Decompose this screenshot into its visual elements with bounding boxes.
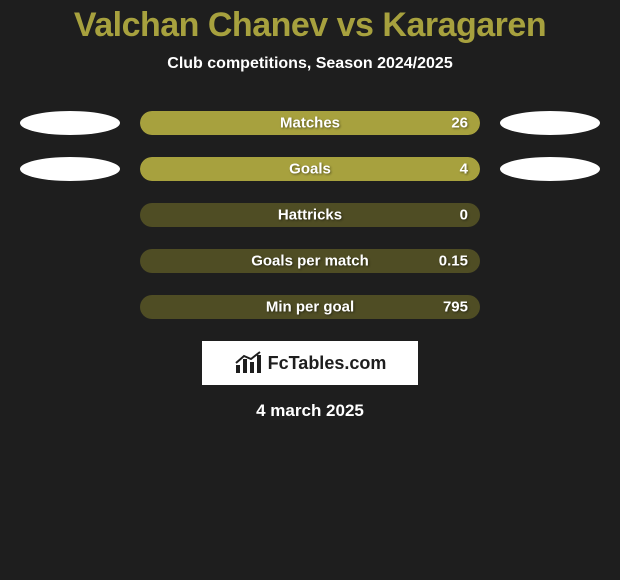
stat-row: Goals per match 0.15 [0,249,620,273]
stat-row: Hattricks 0 [0,203,620,227]
stat-bar: Min per goal 795 [140,295,480,319]
stat-value: 26 [451,115,468,132]
fctables-logo: FcTables.com [202,341,418,385]
comparison-infographic: Valchan Chanev vs Karagaren Club competi… [0,0,620,580]
bar-chart-icon [234,351,262,375]
subtitle: Club competitions, Season 2024/2025 [0,55,620,73]
right-ellipse [500,157,600,181]
stat-bar: Hattricks 0 [140,203,480,227]
stat-label: Goals per match [251,253,369,270]
stat-label: Hattricks [278,207,342,224]
stat-bar: Goals per match 0.15 [140,249,480,273]
left-ellipse [20,111,120,135]
page-title: Valchan Chanev vs Karagaren [0,6,620,45]
logo-text: FcTables.com [268,353,387,374]
stat-value: 0 [460,207,468,224]
stat-label: Matches [280,115,340,132]
stats-container: Matches 26 Goals 4 Hattricks 0 Goals per match… [0,111,620,319]
right-ellipse [500,111,600,135]
stat-label: Goals [289,161,331,178]
stat-value: 4 [460,161,468,178]
stat-row: Min per goal 795 [0,295,620,319]
stat-bar: Matches 26 [140,111,480,135]
left-ellipse [20,157,120,181]
stat-label: Min per goal [266,299,354,316]
stat-value: 0.15 [439,253,468,270]
stat-value: 795 [443,299,468,316]
stat-row: Goals 4 [0,157,620,181]
date-text: 4 march 2025 [0,401,620,421]
stat-bar: Goals 4 [140,157,480,181]
stat-row: Matches 26 [0,111,620,135]
